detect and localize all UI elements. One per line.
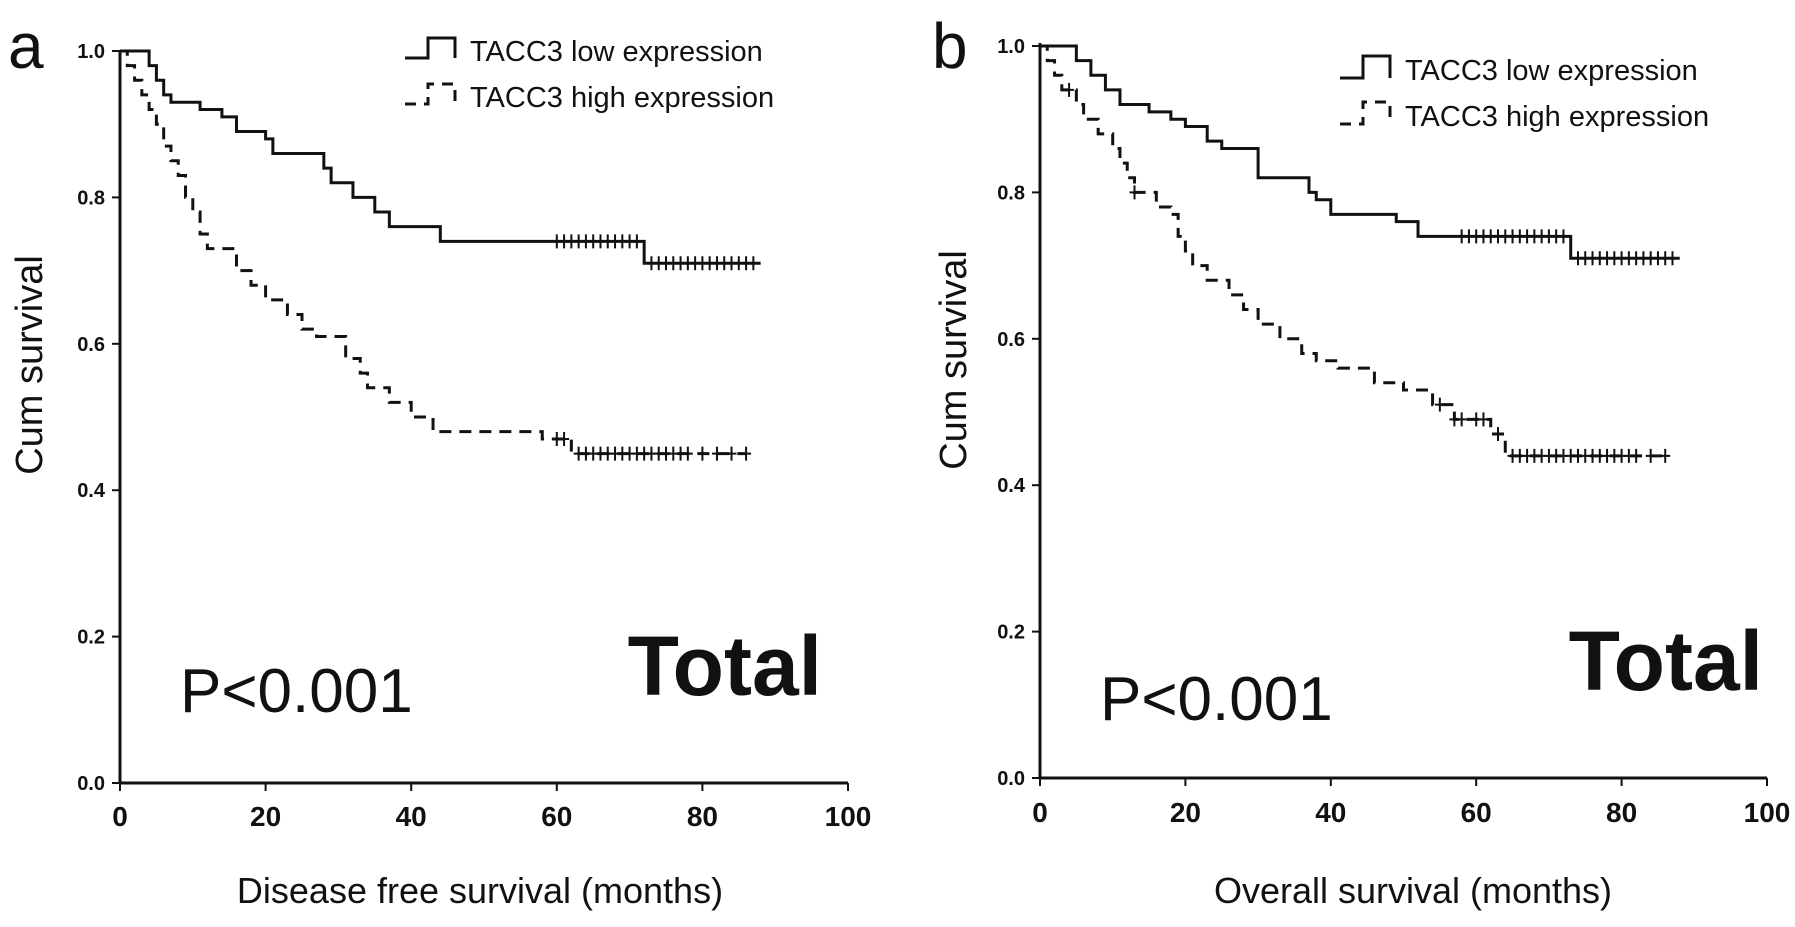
y-ticks-a: 0.0 0.2 0.4 0.6 0.8 1.0: [77, 41, 120, 795]
y-tick-label: 0.2: [997, 622, 1025, 644]
km-curve-low: [120, 49, 761, 265]
y-tick-label: 0.2: [77, 627, 105, 649]
y-tick-label: 0.4: [77, 480, 106, 502]
y-tick-label: 0.4: [997, 475, 1026, 497]
legend-swatch-solid: [1340, 54, 1392, 80]
x-tick-label: 60: [1461, 797, 1492, 828]
legend-label-high: TACC3 high expression: [470, 82, 774, 114]
censor-mark-high: [1478, 412, 1489, 427]
y-tick-label: 0.6: [997, 329, 1025, 351]
x-tick-label: 100: [1744, 797, 1791, 828]
censor-mark-high: [1064, 82, 1075, 97]
y-tick-label: 0.6: [77, 334, 105, 356]
censor-mark-high: [697, 446, 708, 461]
y-tick-label: 0.0: [997, 768, 1025, 790]
group-label-b: Total: [1569, 614, 1763, 708]
x-tick-label: 0: [112, 801, 128, 832]
censor-mark-low: [631, 234, 642, 249]
p-value-a: P<0.001: [180, 657, 413, 726]
x-tick-label: 80: [1606, 797, 1637, 828]
legend-swatch-solid: [405, 36, 457, 60]
x-tick-label: 60: [541, 801, 572, 832]
x-ticks-b: 0 20 40 60 80 100: [1032, 778, 1790, 828]
censor-mark-high: [1456, 412, 1467, 427]
censor-mark-high: [741, 446, 752, 461]
censor-mark-high: [1660, 448, 1671, 463]
censor-mark-high: [711, 446, 722, 461]
km-curve-low: [1040, 44, 1680, 260]
x-axis-label-a: Disease free survival (months): [237, 870, 723, 911]
x-ticks-a: 0 20 40 60 80 100: [112, 783, 871, 832]
censor-mark-high: [1645, 448, 1656, 463]
plot-area-a: [120, 49, 761, 461]
censor-mark-high: [1129, 185, 1140, 200]
y-tick-label: 1.0: [77, 41, 105, 63]
x-tick-label: 0: [1032, 797, 1048, 828]
legend-label-high: TACC3 high expression: [1405, 101, 1709, 133]
censor-mark-low: [748, 256, 759, 271]
x-tick-label: 20: [250, 801, 281, 832]
km-curve-high: [120, 49, 747, 456]
legend-b: TACC3 low expression TACC3 high expressi…: [1340, 54, 1709, 133]
y-tick-label: 0.0: [77, 773, 105, 795]
censor-mark-high: [1434, 397, 1445, 412]
x-axis-label-b: Overall survival (months): [1214, 870, 1612, 911]
km-curve-high: [1040, 44, 1666, 458]
censor-mark-high: [559, 431, 570, 446]
p-value-b: P<0.001: [1100, 665, 1333, 734]
legend-swatch-dashed: [405, 82, 457, 106]
y-axis-label-b: Cum survival: [933, 250, 975, 470]
panel-b: b Cum survival Overall survival (months)…: [932, 10, 1790, 911]
y-tick-label: 0.8: [77, 187, 105, 209]
plot-area-b: [1040, 44, 1680, 463]
legend-a: TACC3 low expression TACC3 high expressi…: [405, 36, 774, 114]
censor-mark-low: [1558, 229, 1569, 244]
censor-mark-low: [1667, 251, 1678, 266]
legend-label-low: TACC3 low expression: [1405, 55, 1698, 87]
legend-label-low: TACC3 low expression: [470, 36, 763, 68]
group-label-a: Total: [628, 619, 822, 713]
x-tick-label: 20: [1170, 797, 1201, 828]
y-tick-label: 1.0: [997, 36, 1025, 58]
censor-mark-high: [1631, 448, 1642, 463]
panel-a: a Cum survival Disease free survival (mo…: [8, 10, 871, 911]
x-tick-label: 100: [825, 801, 872, 832]
x-tick-label: 40: [1315, 797, 1346, 828]
y-ticks-b: 0.0 0.2 0.4 0.6 0.8 1.0: [997, 36, 1040, 790]
legend-swatch-dashed: [1340, 100, 1392, 126]
panel-label-a: a: [8, 10, 44, 82]
censor-mark-high: [682, 446, 693, 461]
y-axis-label-a: Cum survival: [9, 255, 51, 475]
x-tick-label: 80: [687, 801, 718, 832]
censor-mark-high: [1493, 426, 1504, 441]
x-tick-label: 40: [396, 801, 427, 832]
panel-label-b: b: [932, 10, 968, 82]
y-tick-label: 0.8: [997, 182, 1025, 204]
censor-mark-high: [726, 446, 737, 461]
